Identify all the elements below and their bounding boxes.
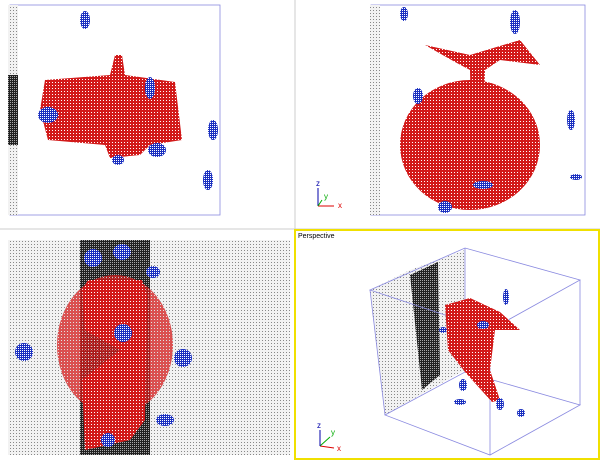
cluster [80, 11, 90, 29]
object-points [445, 298, 520, 402]
cluster [496, 398, 504, 410]
cluster [473, 181, 493, 189]
cluster [113, 244, 131, 260]
axis-label: z [317, 421, 321, 430]
cluster [517, 409, 525, 417]
axis-label: z [316, 179, 320, 188]
object-points [425, 40, 540, 170]
top-view[interactable] [8, 4, 221, 216]
cluster [477, 321, 489, 329]
cluster [84, 249, 102, 267]
cluster [203, 170, 213, 190]
active-viewport-border [294, 229, 600, 460]
cluster [567, 110, 575, 130]
cluster [439, 327, 447, 333]
cluster [15, 343, 33, 361]
cluster [156, 414, 174, 426]
cluster [146, 266, 160, 278]
cluster [112, 155, 124, 165]
axis-tripod: x y z [317, 421, 341, 453]
side-view[interactable] [8, 240, 290, 455]
object-points [400, 80, 540, 210]
front-view[interactable]: x y z [316, 4, 586, 216]
cluster [413, 88, 423, 104]
wall-dark-points [8, 75, 18, 145]
viewport-label: Perspective [298, 233, 335, 240]
axis-x [319, 445, 335, 449]
cluster [208, 120, 218, 140]
perspective-view[interactable]: Perspective x y z [294, 229, 600, 460]
axis-label: x [338, 201, 342, 210]
axis-y [317, 199, 323, 207]
cluster [400, 7, 408, 21]
cluster [148, 143, 166, 157]
object-points [82, 280, 147, 450]
cluster [503, 289, 509, 305]
cluster [438, 201, 452, 213]
cluster [570, 174, 582, 180]
cluster [454, 399, 466, 405]
cluster [114, 324, 132, 342]
cluster [101, 433, 115, 447]
cluster [145, 77, 155, 99]
cluster [459, 379, 467, 391]
wall-points [370, 5, 380, 215]
axis-y [319, 436, 331, 447]
wall-dark-points [410, 262, 440, 390]
cluster [510, 10, 520, 34]
axis-tripod: x y z [316, 179, 342, 210]
axis-label: y [324, 192, 328, 201]
cluster [174, 349, 192, 367]
axis-label: x [337, 444, 341, 453]
axis-label: y [331, 428, 335, 437]
cluster [38, 107, 58, 123]
